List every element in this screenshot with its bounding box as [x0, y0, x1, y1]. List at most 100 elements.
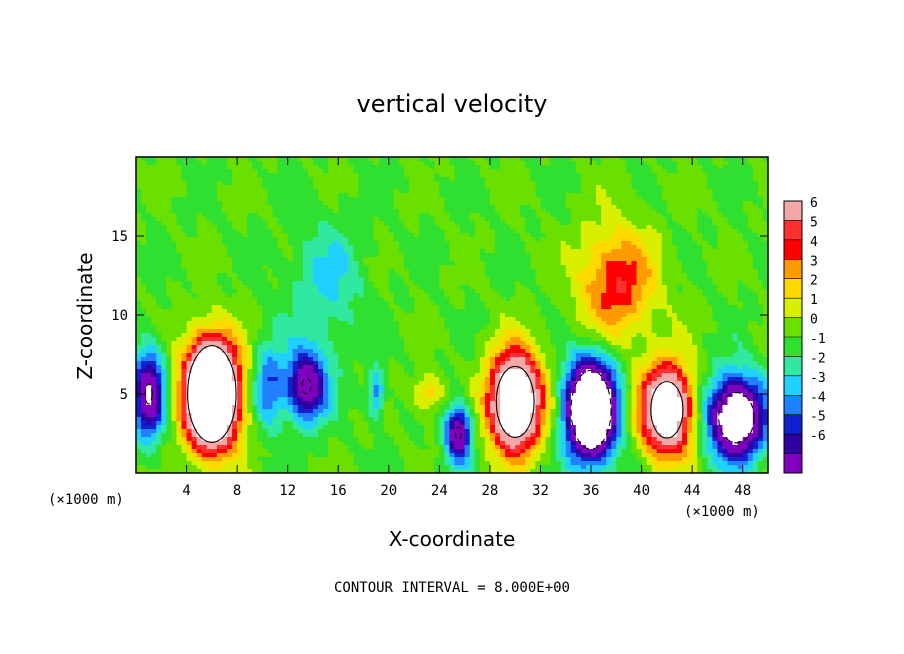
heatmap-cell [424, 161, 430, 166]
heatmap-cell [479, 173, 486, 178]
heatmap-cell [302, 245, 309, 250]
heatmap-cell [565, 221, 572, 226]
heatmap-cell [621, 233, 628, 238]
heatmap-cell [585, 305, 592, 310]
heatmap-cell [429, 225, 435, 230]
heatmap-cell [221, 313, 228, 318]
heatmap-cell [747, 245, 754, 250]
heatmap-cell [277, 173, 284, 178]
heatmap-cell [398, 169, 405, 174]
heatmap-cell [221, 173, 228, 178]
heatmap-cell [282, 253, 289, 258]
heatmap-cell [272, 157, 279, 162]
heatmap-cell [707, 265, 713, 270]
heatmap-cell [515, 221, 521, 226]
heatmap-cell [510, 221, 516, 226]
heatmap-cell [752, 233, 759, 238]
heatmap-cell [712, 273, 719, 278]
heatmap-cell [368, 253, 375, 258]
heatmap-cell [216, 269, 223, 274]
heatmap-cell [403, 241, 410, 246]
heatmap-cell [409, 257, 415, 262]
heatmap-cell [671, 257, 678, 262]
heatmap-cell [191, 185, 198, 190]
heatmap-cell [227, 257, 233, 262]
heatmap-cell [697, 237, 703, 242]
heatmap-cell [676, 225, 683, 230]
heatmap-cell [459, 165, 466, 170]
heatmap-cell [232, 189, 238, 194]
heatmap-cell [575, 217, 582, 222]
heatmap-cell [353, 209, 360, 214]
heatmap-cell [510, 297, 516, 302]
heatmap-cell [707, 309, 713, 314]
heatmap-cell [671, 201, 678, 206]
heatmap-cell [323, 205, 329, 210]
heatmap-cell [151, 269, 157, 274]
heatmap-cell [201, 265, 208, 270]
heatmap-cell [414, 229, 420, 234]
heatmap-cell [732, 209, 739, 214]
heatmap-cell [494, 169, 501, 174]
heatmap-cell [727, 157, 734, 162]
heatmap-cell [520, 253, 526, 258]
heatmap-cell [601, 285, 607, 290]
heatmap-cell [429, 177, 435, 182]
heatmap-cell [742, 161, 749, 166]
heatmap-cell [353, 241, 360, 246]
heatmap-cell [166, 217, 172, 222]
heatmap-cell [707, 237, 713, 242]
heatmap-cell [141, 197, 147, 202]
heatmap-cell [722, 185, 729, 190]
heatmap-cell [439, 221, 446, 226]
heatmap-cell [368, 309, 375, 314]
heatmap-cell [742, 241, 749, 246]
heatmap-cell [348, 225, 355, 230]
heatmap-cell [585, 265, 592, 270]
heatmap-cell [328, 169, 334, 174]
heatmap-cell [318, 281, 324, 286]
heatmap-cell [596, 193, 602, 198]
heatmap-cell [206, 157, 213, 162]
heatmap-cell [656, 229, 663, 234]
heatmap-cell [636, 193, 643, 198]
heatmap-cell [232, 181, 238, 186]
heatmap-cell [747, 257, 754, 262]
heatmap-cell [550, 301, 557, 306]
heatmap-cell [242, 277, 248, 282]
heatmap-cell [237, 201, 243, 206]
heatmap-cell [247, 165, 253, 170]
heatmap-cell [555, 213, 562, 218]
heatmap-cell [520, 301, 526, 306]
heatmap-cell [591, 293, 597, 298]
heatmap-cell [464, 177, 471, 182]
heatmap-cell [449, 161, 456, 166]
heatmap-cell [343, 241, 349, 246]
heatmap-cell [161, 217, 167, 222]
heatmap-cell [525, 161, 531, 166]
heatmap-cell [692, 161, 698, 166]
heatmap-cell [646, 169, 653, 174]
heatmap-cell [414, 277, 420, 282]
heatmap-cell [550, 233, 557, 238]
heatmap-cell [550, 289, 557, 294]
heatmap-cell [707, 209, 713, 214]
heatmap-cell [232, 213, 238, 218]
heatmap-cell [631, 273, 638, 278]
heatmap-cell [302, 169, 309, 174]
heatmap-cell [570, 225, 577, 230]
heatmap-cell [727, 237, 734, 242]
heatmap-cell [348, 297, 355, 302]
heatmap-cell [307, 277, 314, 282]
heatmap-cell [742, 165, 749, 170]
heatmap-cell [201, 273, 208, 278]
heatmap-cell [687, 197, 693, 202]
heatmap-cell [378, 313, 385, 318]
heatmap-cell [641, 205, 648, 210]
heatmap-cell [646, 277, 653, 282]
heatmap-cell [252, 177, 258, 182]
heatmap-cell [191, 309, 198, 314]
heatmap-cell [712, 289, 719, 294]
heatmap-cell [429, 269, 435, 274]
heatmap-cell [545, 237, 552, 242]
